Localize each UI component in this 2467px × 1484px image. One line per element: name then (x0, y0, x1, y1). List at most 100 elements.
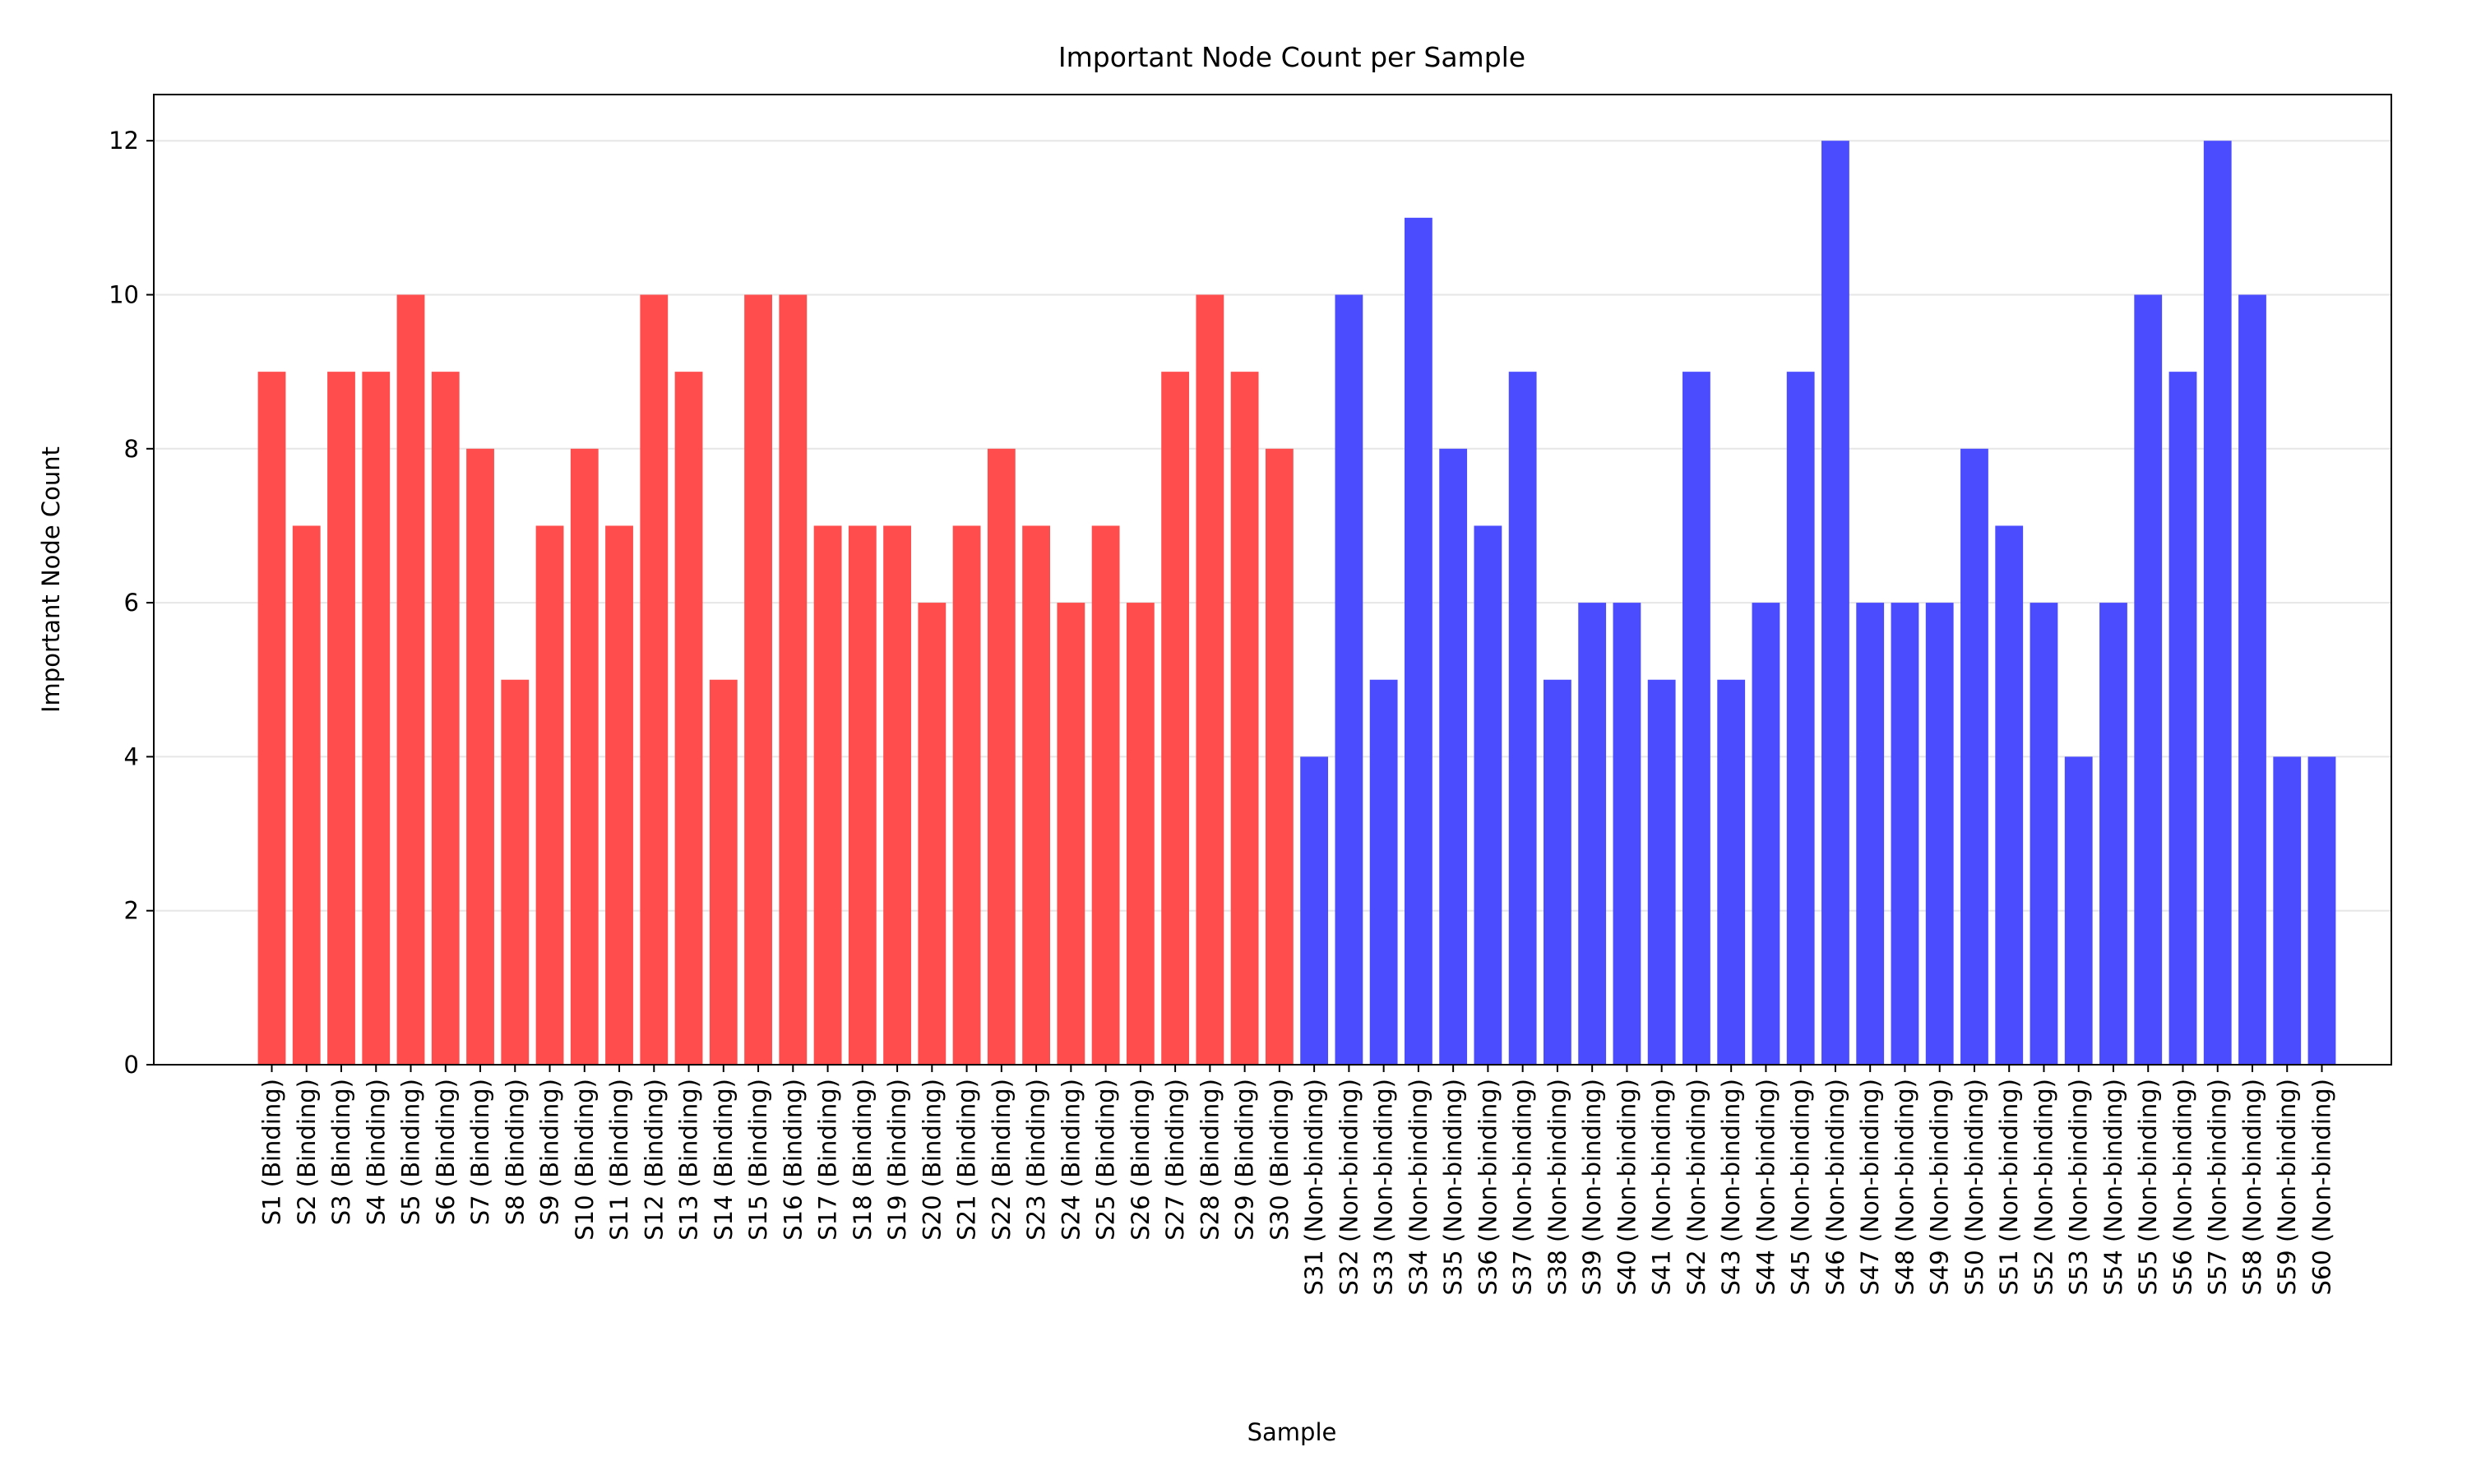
x-tick-label: S49 (Non-binding) (1926, 1079, 1954, 1296)
x-tick-label: S60 (Non-binding) (2308, 1079, 2336, 1296)
bar-18 (848, 525, 877, 1065)
x-tick-label: S19 (Binding) (883, 1079, 911, 1241)
x-tick-label: S8 (Binding) (501, 1079, 529, 1225)
bar-11 (605, 525, 633, 1065)
bar-50 (1960, 448, 1988, 1065)
x-tick-label: S42 (Non-binding) (1682, 1079, 1710, 1296)
x-tick-label: S32 (Non-binding) (1335, 1079, 1363, 1296)
x-tick-label: S9 (Binding) (536, 1079, 564, 1225)
x-tick-label: S25 (Binding) (1092, 1079, 1120, 1241)
x-tick-label: S10 (Binding) (571, 1079, 599, 1241)
x-tick-label: S27 (Binding) (1161, 1079, 1189, 1241)
bar-29 (1230, 372, 1259, 1066)
bar-40 (1613, 603, 1641, 1065)
bar-46 (1821, 141, 1849, 1066)
bar-10 (570, 448, 599, 1065)
x-tick-label: S4 (Binding) (362, 1079, 390, 1225)
x-tick-label: S12 (Binding) (640, 1079, 668, 1241)
bar-51 (1995, 525, 2024, 1065)
bar-28 (1196, 294, 1224, 1065)
x-tick-label: S5 (Binding) (397, 1079, 425, 1225)
x-tick-label: S26 (Binding) (1127, 1079, 1155, 1241)
bar-44 (1752, 603, 1780, 1065)
bar-4 (362, 372, 391, 1066)
bar-53 (2064, 756, 2093, 1065)
y-tick-label: 4 (124, 742, 139, 770)
bar-20 (918, 603, 947, 1065)
x-tick-label: S22 (Binding) (988, 1079, 1016, 1241)
x-tick-label: S18 (Binding) (849, 1079, 877, 1241)
bar-58 (2238, 294, 2266, 1065)
y-tick-label: 12 (109, 127, 139, 155)
x-tick-label: S33 (Non-binding) (1370, 1079, 1398, 1296)
x-tick-label: S43 (Non-binding) (1717, 1079, 1745, 1296)
x-tick-label: S34 (Non-binding) (1405, 1079, 1433, 1296)
x-tick-label: S2 (Binding) (293, 1079, 321, 1225)
bar-8 (501, 679, 530, 1065)
y-tick-label: 2 (124, 897, 139, 925)
x-tick-label: S7 (Binding) (466, 1079, 494, 1225)
bar-56 (2168, 372, 2197, 1066)
x-axis-ticks: S1 (Binding) S2 (Binding) S3 (Binding) S4 (… (258, 1065, 2336, 1296)
bar-47 (1856, 603, 1885, 1065)
x-tick-label: S48 (Non-binding) (1891, 1079, 1919, 1296)
bar-34 (1404, 217, 1433, 1065)
y-axis-label: Important Node Count (37, 446, 65, 713)
x-tick-label: S39 (Non-binding) (1578, 1079, 1606, 1296)
x-tick-label: S3 (Binding) (327, 1079, 355, 1225)
bar-5 (396, 294, 425, 1065)
bar-19 (883, 525, 911, 1065)
bar-42 (1682, 372, 1710, 1066)
x-tick-label: S44 (Non-binding) (1752, 1079, 1780, 1296)
x-tick-label: S38 (Non-binding) (1544, 1079, 1571, 1296)
bar-26 (1126, 603, 1155, 1065)
x-tick-label: S36 (Non-binding) (1474, 1079, 1502, 1296)
x-tick-label: S28 (Binding) (1196, 1079, 1224, 1241)
y-axis-ticks: 0 2 4 6 8 10 12 (109, 127, 154, 1079)
x-tick-label: S31 (Non-binding) (1300, 1079, 1328, 1296)
bar-31 (1300, 756, 1329, 1065)
bar-49 (1925, 603, 1954, 1065)
bar-57 (2203, 141, 2232, 1066)
bar-24 (1057, 603, 1085, 1065)
bar-48 (1891, 603, 1919, 1065)
bar-41 (1647, 679, 1676, 1065)
y-tick-label: 8 (124, 435, 139, 463)
bar-3 (327, 372, 355, 1066)
x-tick-label: S11 (Binding) (605, 1079, 633, 1241)
bar-25 (1091, 525, 1120, 1065)
bar-55 (2134, 294, 2163, 1065)
x-tick-label: S30 (Binding) (1266, 1079, 1294, 1241)
plot-frame (153, 94, 2392, 1066)
x-tick-label: S41 (Non-binding) (1648, 1079, 1676, 1296)
bar-38 (1544, 679, 1571, 1065)
bar-54 (2099, 603, 2127, 1065)
x-tick-label: S53 (Non-binding) (2065, 1079, 2093, 1296)
bar-36 (1474, 525, 1502, 1065)
x-tick-label: S21 (Binding) (953, 1079, 981, 1241)
x-tick-label: S14 (Binding) (710, 1079, 738, 1241)
x-tick-label: S45 (Non-binding) (1787, 1079, 1815, 1296)
bar-23 (1022, 525, 1050, 1065)
bar-16 (779, 294, 808, 1065)
bar-52 (2030, 603, 2058, 1065)
x-tick-label: S46 (Non-binding) (1821, 1079, 1849, 1296)
bars (257, 141, 2336, 1066)
x-tick-label: S15 (Binding) (744, 1079, 772, 1241)
bar-21 (952, 525, 981, 1065)
chart-title: Important Node Count per Sample (1058, 41, 1525, 73)
y-tick-label: 10 (109, 280, 139, 308)
bar-59 (2273, 756, 2302, 1065)
bar-33 (1369, 679, 1398, 1065)
bar-22 (987, 448, 1016, 1065)
bar-35 (1439, 448, 1468, 1065)
bar-15 (744, 294, 772, 1065)
x-tick-label: S40 (Non-binding) (1613, 1079, 1641, 1296)
bar-7 (466, 448, 494, 1065)
bar-27 (1161, 372, 1190, 1066)
y-tick-label: 0 (124, 1051, 139, 1079)
bar-14 (709, 679, 738, 1065)
x-tick-label: S17 (Binding) (814, 1079, 842, 1241)
bar-37 (1508, 372, 1537, 1066)
